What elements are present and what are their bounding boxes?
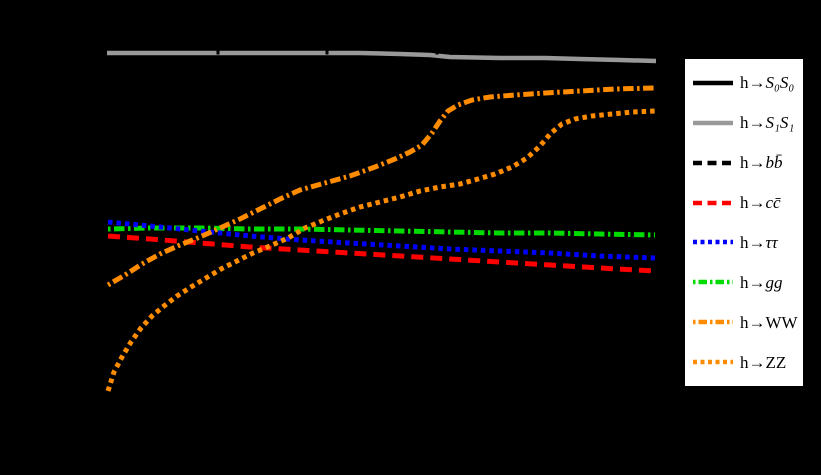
legend-item: h→gg	[692, 272, 801, 292]
legend-label: h→WW	[740, 314, 798, 331]
legend-label-head: h→	[740, 272, 766, 292]
legend-label: h→bb̄	[740, 154, 783, 171]
legend-line-sample-icon	[693, 200, 733, 205]
axis-tick-notch	[435, 46, 439, 55]
axis-tick-notch	[216, 46, 220, 55]
legend-label-particles: WW	[765, 312, 798, 332]
legend-label-head: h→	[740, 113, 766, 133]
series-line-h-WW	[106, 85, 656, 288]
series-line-h-bb	[106, 148, 657, 207]
legend-label-head: h→	[740, 352, 766, 372]
legend-line-sample-icon	[693, 80, 733, 86]
legend-line-sample-icon	[693, 160, 733, 165]
legend-label: h→S₁S₁	[740, 114, 794, 131]
legend-line-sample-icon	[693, 280, 733, 285]
series-line-h-ZZ	[105, 108, 656, 392]
legend-label: h→cc̄	[740, 194, 781, 211]
legend-label-head: h→	[740, 232, 766, 252]
legend-item: h→S₀S₀	[692, 73, 801, 93]
legend-label: h→gg	[740, 274, 783, 291]
legend-label-particles: gg	[765, 272, 783, 292]
legend-label-head: h→	[740, 312, 766, 332]
legend-item: h→cc̄	[692, 193, 801, 213]
legend-item: h→ττ	[692, 232, 801, 252]
series-line-h-gg	[107, 225, 656, 238]
legend-item: h→WW	[692, 312, 801, 332]
legend-item: h→bb̄	[692, 153, 801, 173]
legend-label-head: h→	[740, 193, 766, 213]
legend-label-particles: ZZ	[765, 352, 787, 372]
legend-label-head: h→	[740, 153, 766, 173]
legend-line-sample-icon	[693, 319, 733, 325]
legend-item: h→ZZ	[692, 352, 801, 372]
legend-line-sample-icon	[693, 359, 733, 365]
legend-label-particles: cc̄	[765, 193, 781, 213]
legend-label-particles: ττ	[765, 232, 778, 252]
legend-label-particles: S₀S₀	[765, 73, 795, 93]
axis-tick-notch	[325, 46, 329, 55]
legend-label: h→ττ	[740, 234, 778, 251]
series-line-h-tautau	[107, 219, 656, 261]
legend-line-sample-icon	[693, 120, 733, 126]
legend-label: h→ZZ	[740, 354, 786, 371]
legend-line-sample-icon	[693, 240, 733, 245]
legend-label-particles: S₁S₁	[765, 113, 795, 133]
legend: h→S₀S₀ h→S₁S₁ h→bb̄ h→cc̄ h→ττ h→gg h→WW h→ZZ	[683, 57, 805, 388]
legend-label-head: h→	[740, 73, 766, 93]
legend-item: h→S₁S₁	[692, 113, 801, 133]
series-line-h-S1S1	[107, 50, 657, 64]
legend-label-particles: bb̄	[765, 153, 783, 173]
legend-label: h→S₀S₀	[740, 74, 794, 91]
